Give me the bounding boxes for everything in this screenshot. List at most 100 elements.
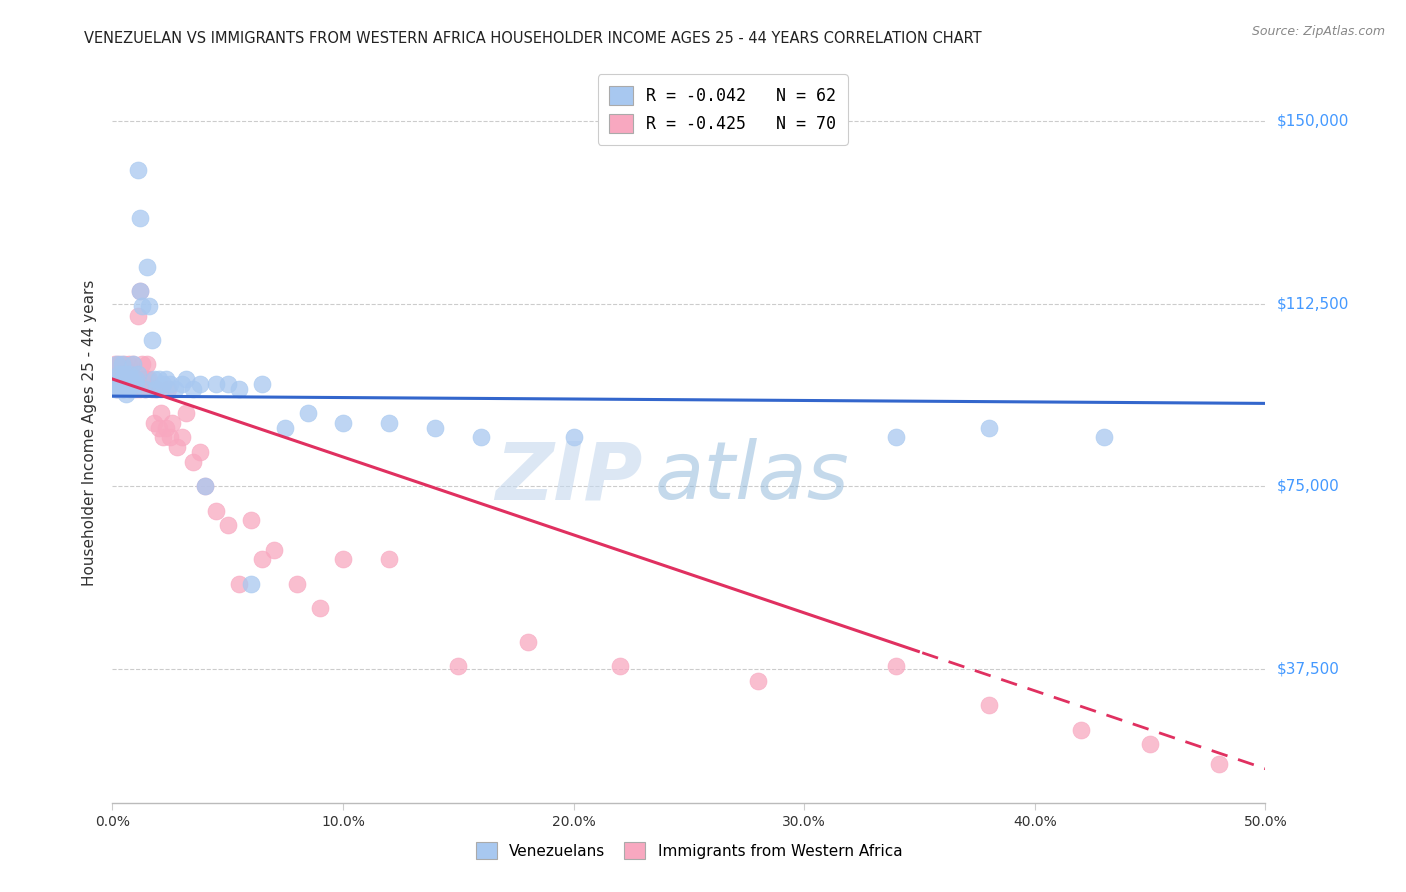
Point xyxy=(117,367,139,381)
Point xyxy=(378,416,401,430)
Point xyxy=(111,367,134,381)
Point xyxy=(217,376,239,391)
Text: $112,500: $112,500 xyxy=(1277,296,1348,311)
Point xyxy=(143,416,166,430)
Point xyxy=(117,382,139,396)
Text: $75,000: $75,000 xyxy=(1277,479,1340,493)
Point xyxy=(131,358,153,372)
Point xyxy=(252,552,274,566)
Point xyxy=(149,382,172,396)
Point xyxy=(111,358,134,372)
Point xyxy=(188,445,211,459)
Point xyxy=(112,367,135,381)
Point xyxy=(181,382,204,396)
Point xyxy=(1208,756,1230,771)
Point xyxy=(112,358,135,372)
Point xyxy=(108,376,131,391)
Point xyxy=(145,382,167,396)
Point xyxy=(127,162,149,177)
Point xyxy=(136,358,159,372)
Point xyxy=(111,372,134,386)
Point xyxy=(111,382,134,396)
Point xyxy=(108,382,131,396)
Point xyxy=(124,372,146,386)
Point xyxy=(148,421,170,435)
Point xyxy=(977,698,1000,713)
Text: VENEZUELAN VS IMMIGRANTS FROM WESTERN AFRICA HOUSEHOLDER INCOME AGES 25 - 44 YEA: VENEZUELAN VS IMMIGRANTS FROM WESTERN AF… xyxy=(84,31,981,46)
Point xyxy=(149,406,172,420)
Point xyxy=(194,479,217,493)
Point xyxy=(516,635,538,649)
Point xyxy=(470,430,492,444)
Text: $150,000: $150,000 xyxy=(1277,113,1348,128)
Point xyxy=(105,382,128,396)
Point xyxy=(115,386,138,401)
Point xyxy=(105,382,128,396)
Point xyxy=(148,372,170,386)
Point xyxy=(886,659,908,673)
Point xyxy=(115,376,138,391)
Point xyxy=(155,421,177,435)
Point xyxy=(115,372,138,386)
Point xyxy=(136,372,159,386)
Text: atlas: atlas xyxy=(654,438,849,516)
Point xyxy=(285,576,308,591)
Point xyxy=(129,285,152,299)
Point xyxy=(136,260,159,274)
Point xyxy=(115,362,138,376)
Point xyxy=(124,376,146,391)
Point xyxy=(122,372,145,386)
Point xyxy=(138,372,160,386)
Y-axis label: Householder Income Ages 25 - 44 years: Householder Income Ages 25 - 44 years xyxy=(82,279,97,586)
Point xyxy=(170,430,193,444)
Point xyxy=(155,372,177,386)
Point xyxy=(159,430,181,444)
Point xyxy=(205,503,228,517)
Point xyxy=(152,376,174,391)
Point xyxy=(111,382,134,396)
Point xyxy=(1139,737,1161,751)
Point xyxy=(134,382,156,396)
Point xyxy=(131,299,153,313)
Point xyxy=(163,382,186,396)
Point xyxy=(127,367,149,381)
Point xyxy=(609,659,631,673)
Point xyxy=(141,333,163,347)
Point xyxy=(134,382,156,396)
Point xyxy=(129,211,152,226)
Point xyxy=(105,358,128,372)
Point xyxy=(104,376,127,391)
Point xyxy=(239,576,262,591)
Point xyxy=(108,372,131,386)
Point xyxy=(122,382,145,396)
Point xyxy=(228,382,250,396)
Point xyxy=(117,358,139,372)
Point xyxy=(447,659,470,673)
Point xyxy=(108,367,131,381)
Point xyxy=(124,372,146,386)
Point xyxy=(378,552,401,566)
Point xyxy=(145,382,167,396)
Point xyxy=(166,440,188,454)
Point xyxy=(122,358,145,372)
Point xyxy=(129,382,152,396)
Point xyxy=(174,372,197,386)
Point xyxy=(332,416,354,430)
Point xyxy=(104,376,127,391)
Point xyxy=(122,358,145,372)
Point xyxy=(138,299,160,313)
Point xyxy=(117,382,139,396)
Text: ZIP: ZIP xyxy=(495,438,643,516)
Point xyxy=(108,358,131,372)
Point xyxy=(1092,430,1115,444)
Point xyxy=(252,376,274,391)
Point xyxy=(162,416,184,430)
Point xyxy=(181,455,204,469)
Point xyxy=(120,372,142,386)
Point xyxy=(309,601,332,615)
Point xyxy=(425,421,447,435)
Point xyxy=(159,376,181,391)
Point xyxy=(124,382,146,396)
Point xyxy=(108,376,131,391)
Point xyxy=(188,376,211,391)
